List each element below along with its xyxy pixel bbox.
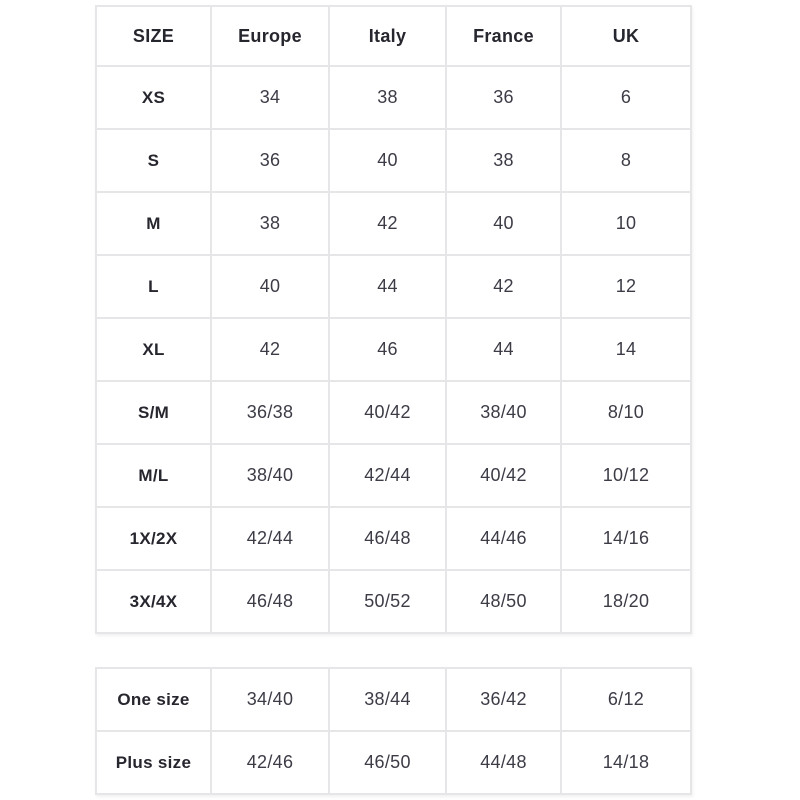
size-value-cell: 38/40 (210, 443, 330, 508)
table-row: XL 42 46 44 14 (95, 317, 692, 382)
table-row: S 36 40 38 8 (95, 128, 692, 193)
special-size-table-body: One size 34/40 38/44 36/42 6/12 Plus size 42/4… (95, 667, 692, 795)
table-row: M/L 38/40 42/44 40/42 10/12 (95, 443, 692, 508)
size-label-cell: 3X/4X (95, 569, 212, 634)
size-value-cell: 38/44 (328, 667, 447, 732)
size-value-cell: 44 (328, 254, 447, 319)
size-label-cell: M/L (95, 443, 212, 508)
size-label-cell: S/M (95, 380, 212, 445)
size-value-cell: 48/50 (445, 569, 562, 634)
main-size-table-header: SIZE Europe Italy France UK (95, 5, 692, 67)
size-value-cell: 42/44 (210, 506, 330, 571)
size-value-cell: 40 (445, 191, 562, 256)
header-cell-italy: Italy (328, 5, 447, 67)
size-value-cell: 46/48 (210, 569, 330, 634)
size-label-cell: S (95, 128, 212, 193)
size-value-cell: 42 (328, 191, 447, 256)
size-value-cell: 40 (210, 254, 330, 319)
size-conversion-chart: SIZE Europe Italy France UK XS 34 38 36 6 S 36 40 38… (95, 5, 692, 795)
size-value-cell: 14/16 (560, 506, 692, 571)
table-gap-spacer (95, 634, 690, 667)
size-value-cell: 46/50 (328, 730, 447, 795)
header-cell-france: France (445, 5, 562, 67)
header-cell-europe: Europe (210, 5, 330, 67)
header-row: SIZE Europe Italy France UK (95, 5, 692, 67)
main-size-table: SIZE Europe Italy France UK XS 34 38 36 6 S 36 40 38… (95, 5, 692, 634)
main-size-table-body: XS 34 38 36 6 S 36 40 38 8 M 38 42 40 10 L 40 44 42 12 XL 42 4… (95, 65, 692, 634)
table-row: 3X/4X 46/48 50/52 48/50 18/20 (95, 569, 692, 634)
size-value-cell: 36/42 (445, 667, 562, 732)
size-value-cell: 44 (445, 317, 562, 382)
size-value-cell: 36 (445, 65, 562, 130)
size-value-cell: 18/20 (560, 569, 692, 634)
size-value-cell: 12 (560, 254, 692, 319)
size-label-cell: Plus size (95, 730, 212, 795)
size-label-cell: XL (95, 317, 212, 382)
table-row: One size 34/40 38/44 36/42 6/12 (95, 667, 692, 732)
size-value-cell: 10/12 (560, 443, 692, 508)
size-value-cell: 46/48 (328, 506, 447, 571)
size-value-cell: 42/46 (210, 730, 330, 795)
size-value-cell: 34/40 (210, 667, 330, 732)
table-row: L 40 44 42 12 (95, 254, 692, 319)
size-value-cell: 44/46 (445, 506, 562, 571)
size-value-cell: 38 (210, 191, 330, 256)
table-row: Plus size 42/46 46/50 44/48 14/18 (95, 730, 692, 795)
size-value-cell: 40/42 (445, 443, 562, 508)
size-value-cell: 36 (210, 128, 330, 193)
size-value-cell: 8/10 (560, 380, 692, 445)
size-value-cell: 8 (560, 128, 692, 193)
size-label-cell: M (95, 191, 212, 256)
size-value-cell: 44/48 (445, 730, 562, 795)
table-row: S/M 36/38 40/42 38/40 8/10 (95, 380, 692, 445)
size-label-cell: One size (95, 667, 212, 732)
header-cell-uk: UK (560, 5, 692, 67)
size-value-cell: 14/18 (560, 730, 692, 795)
size-value-cell: 46 (328, 317, 447, 382)
size-value-cell: 40/42 (328, 380, 447, 445)
size-value-cell: 6/12 (560, 667, 692, 732)
size-value-cell: 38/40 (445, 380, 562, 445)
size-value-cell: 38 (328, 65, 447, 130)
special-size-table: One size 34/40 38/44 36/42 6/12 Plus size 42/4… (95, 667, 692, 795)
table-row: XS 34 38 36 6 (95, 65, 692, 130)
size-label-cell: L (95, 254, 212, 319)
size-value-cell: 50/52 (328, 569, 447, 634)
size-label-cell: 1X/2X (95, 506, 212, 571)
size-value-cell: 6 (560, 65, 692, 130)
size-value-cell: 36/38 (210, 380, 330, 445)
size-value-cell: 40 (328, 128, 447, 193)
size-value-cell: 42 (210, 317, 330, 382)
size-label-cell: XS (95, 65, 212, 130)
size-value-cell: 14 (560, 317, 692, 382)
size-value-cell: 42 (445, 254, 562, 319)
size-value-cell: 42/44 (328, 443, 447, 508)
size-value-cell: 34 (210, 65, 330, 130)
size-value-cell: 10 (560, 191, 692, 256)
table-row: 1X/2X 42/44 46/48 44/46 14/16 (95, 506, 692, 571)
size-value-cell: 38 (445, 128, 562, 193)
header-cell-size: SIZE (95, 5, 212, 67)
table-row: M 38 42 40 10 (95, 191, 692, 256)
